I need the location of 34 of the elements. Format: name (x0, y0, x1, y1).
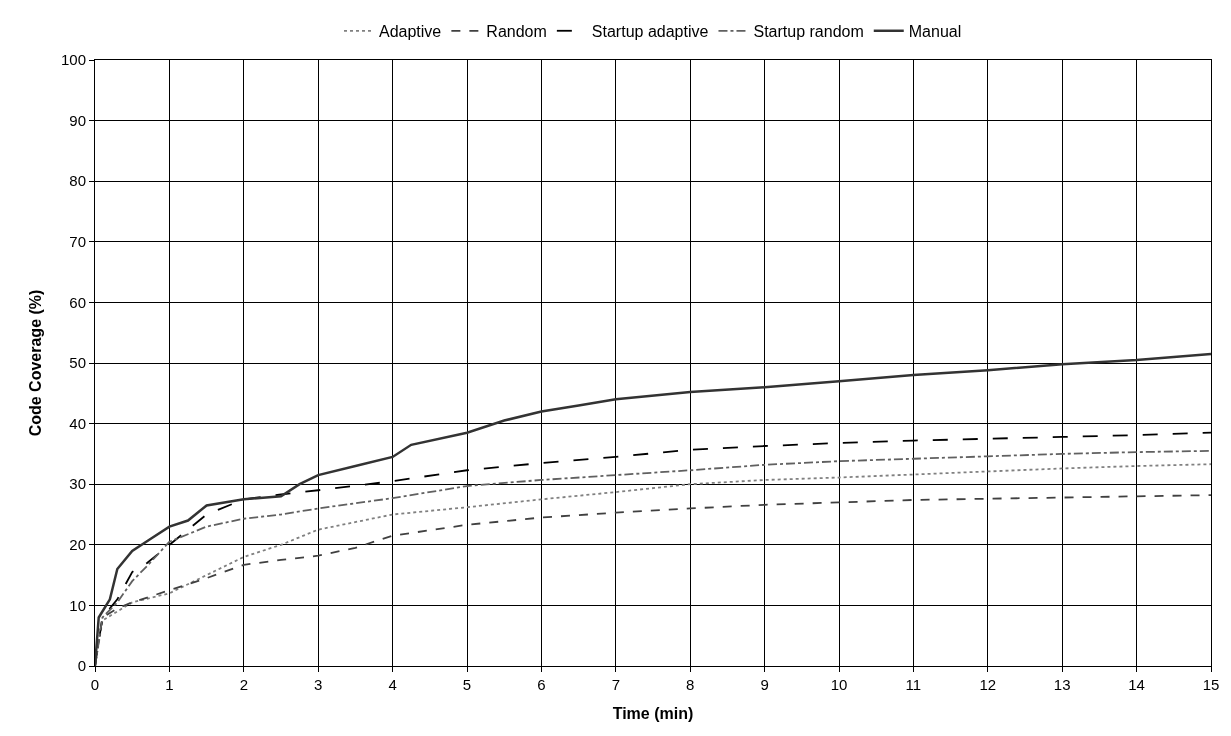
y-tick-label: 10 (69, 596, 86, 614)
x-axis-title: Time (min) (612, 704, 694, 722)
legend-label: Startup adaptive (591, 23, 709, 41)
x-tick-label: 0 (90, 676, 100, 693)
x-tick-label: 11 (905, 676, 922, 693)
x-tick-label: 3 (314, 676, 323, 693)
y-tick-label: 50 (69, 354, 86, 372)
legend-label: Adaptive (379, 23, 442, 41)
x-tick-label: 15 (1202, 676, 1220, 693)
y-tick-label: 80 (69, 172, 86, 190)
y-tick-label: 30 (69, 475, 86, 493)
y-tick-label: 40 (69, 414, 86, 432)
x-tick-label: 7 (611, 676, 620, 693)
x-tick-label: 10 (830, 676, 848, 693)
x-tick-label: 1 (165, 676, 174, 693)
x-tick-label: 12 (979, 676, 997, 693)
y-tick-label: 0 (77, 657, 86, 675)
x-tick-label: 13 (1053, 676, 1071, 693)
legend-label: Random (486, 23, 547, 41)
y-tick-label: 60 (69, 293, 86, 311)
x-tick-label: 2 (239, 676, 248, 693)
y-tick-label: 20 (69, 536, 86, 554)
x-tick-label: 14 (1128, 676, 1145, 693)
y-tick-label: 100 (60, 51, 86, 69)
x-tick-label: 9 (760, 676, 769, 693)
legend-label: Startup random (753, 23, 864, 41)
y-tick-label: 90 (69, 111, 86, 129)
x-tick-label: 8 (686, 676, 695, 693)
y-axis-title: Code Coverage (%) (26, 289, 44, 437)
x-tick-label: 4 (388, 676, 397, 693)
x-tick-label: 6 (537, 676, 546, 693)
x-tick-label: 5 (462, 676, 472, 693)
y-tick-label: 70 (69, 233, 86, 251)
legend-label: Manual (908, 23, 962, 41)
